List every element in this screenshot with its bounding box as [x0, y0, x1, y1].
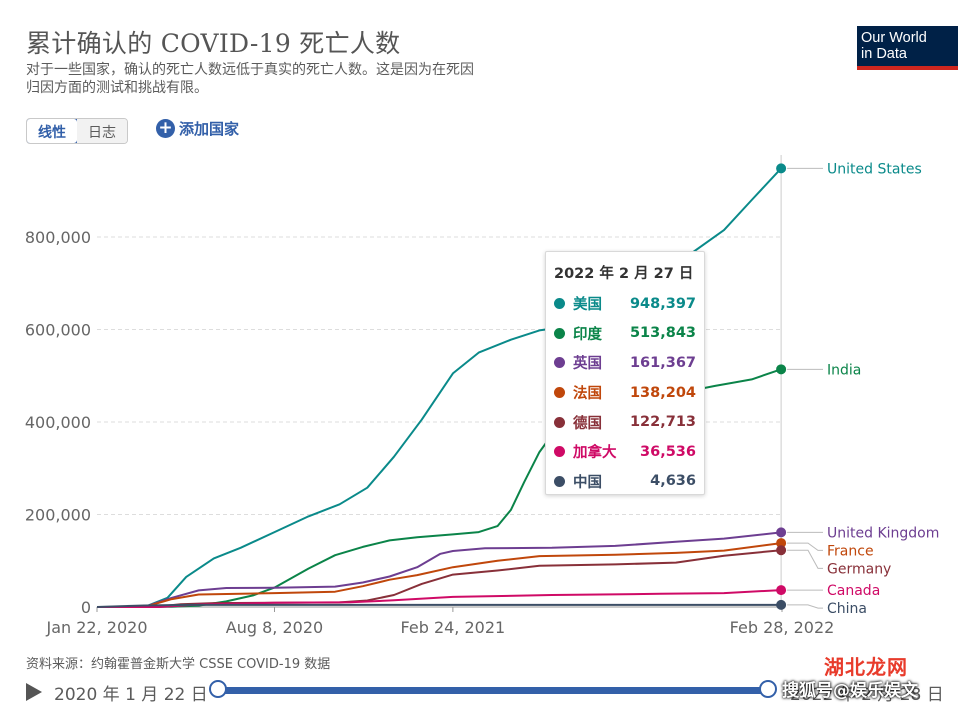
series-end-marker	[776, 599, 787, 610]
x-tick-label: Jan 22, 2020	[46, 618, 148, 637]
series-line	[97, 542, 782, 608]
tooltip-value: 4,636	[650, 473, 696, 490]
tooltip-country: 加拿大	[573, 445, 617, 462]
series-line	[96, 603, 782, 608]
series-end-marker	[776, 585, 787, 596]
hover-tooltip: 2022 年 2 月 27 日 美国 948,397 印度 513,843 英国 161,…	[545, 251, 705, 495]
y-tick-label: 400,000	[25, 413, 91, 432]
x-tick-label: Feb 28, 2022	[730, 618, 835, 637]
line-chart: 0 200,000 400,000 600,000 800,000 Jan 22, 202…	[25, 155, 939, 637]
tooltip-swatch	[554, 475, 565, 487]
series-label: China	[827, 601, 867, 617]
tooltip-country: 印度	[573, 326, 602, 343]
series-leader-line	[787, 549, 823, 569]
tooltip-swatch	[554, 387, 565, 399]
tooltip-row: 英国 161,367	[554, 348, 696, 378]
tooltip-value: 36,536	[640, 443, 696, 460]
series-end-marker	[776, 538, 787, 549]
series-leader-line	[787, 542, 823, 551]
series-label: India	[827, 362, 861, 378]
scale-toggle: 线性 日志	[26, 118, 128, 144]
y-tick-label: 200,000	[25, 506, 91, 525]
series-end-marker	[776, 527, 787, 538]
tooltip-row: 中国 4,636	[554, 467, 696, 497]
plus-circle-icon: +	[156, 119, 175, 138]
series-end-marker	[776, 545, 787, 556]
series-label: France	[827, 543, 874, 559]
tooltip-country: 英国	[573, 356, 602, 373]
tooltip-swatch	[554, 327, 565, 339]
tooltip-date: 2022 年 2 月 27 日	[554, 266, 694, 282]
series-label: United Kingdom	[827, 525, 939, 541]
x-tick-label: Aug 8, 2020	[226, 618, 323, 637]
tooltip-swatch	[554, 446, 565, 458]
tooltip-row: 法国 138,204	[554, 378, 696, 408]
tooltip-row: 德国 122,713	[554, 407, 696, 437]
tooltip-value: 161,367	[629, 354, 696, 371]
watermark-line-1: 湖北龙网	[822, 651, 910, 680]
series-end-marker	[776, 364, 787, 375]
timeline-end-date: 2022 年 2 月 28 日	[790, 685, 944, 705]
tooltip-row: 印度 513,843	[554, 319, 696, 349]
timeline-end-handle[interactable]	[759, 680, 777, 698]
chart-title: 累计确认的 COVID-19 死亡人数	[26, 29, 401, 58]
series-label: Germany	[827, 561, 891, 577]
tooltip-country: 德国	[573, 415, 602, 432]
series-leader-line	[787, 604, 823, 609]
source-note: 资料来源：约翰霍普金斯大学 CSSE COVID-19 数据	[26, 657, 331, 672]
tooltip-country: 中国	[573, 474, 602, 491]
timeline-start-handle[interactable]	[209, 680, 227, 698]
x-tick-label: Feb 24, 2021	[401, 618, 506, 637]
tooltip-swatch	[554, 298, 565, 310]
add-country-label: 添加国家	[179, 120, 240, 138]
add-country-button[interactable]: + 添加国家	[156, 118, 239, 139]
timeline-slider-track[interactable]	[218, 687, 768, 694]
y-tick-label: 0	[81, 598, 91, 617]
play-icon[interactable]	[26, 683, 42, 701]
tooltip-row: 加拿大 36,536	[554, 437, 696, 467]
y-tick-label: 600,000	[25, 321, 91, 340]
series-label: Canada	[827, 583, 880, 599]
tooltip-swatch	[554, 416, 565, 428]
watermark-line-2: 搜狐号@娱乐娱文	[782, 681, 918, 701]
tooltip-swatch	[554, 357, 565, 369]
series-end-marker	[776, 163, 787, 174]
scale-log-button[interactable]: 日志	[77, 119, 127, 143]
tooltip-row: 美国 948,397	[554, 289, 696, 319]
y-tick-label: 800,000	[25, 228, 91, 247]
tooltip-value: 513,843	[629, 325, 696, 342]
tooltip-value: 122,713	[629, 414, 696, 431]
series-line	[97, 531, 782, 608]
scale-linear-button[interactable]: 线性	[27, 119, 78, 143]
tooltip-value: 948,397	[629, 295, 696, 312]
logo-line-1: Our World	[861, 30, 927, 46]
chart-subtitle: 对于一些国家，确认的死亡人数远低于真实的死亡人数。这是因为在死因归因方面的测试和…	[26, 62, 474, 96]
tooltip-country: 法国	[573, 386, 602, 403]
tooltip-country: 美国	[573, 297, 602, 314]
logo-line-2: in Data	[861, 46, 907, 62]
timeline-start-date: 2020 年 1 月 22 日	[54, 685, 208, 705]
watermark: 湖北龙网 搜狐号@娱乐娱文	[782, 648, 958, 707]
series-label: United States	[827, 161, 922, 177]
tooltip-value: 138,204	[629, 384, 696, 401]
owid-logo[interactable]: Our World in Data	[857, 26, 958, 70]
